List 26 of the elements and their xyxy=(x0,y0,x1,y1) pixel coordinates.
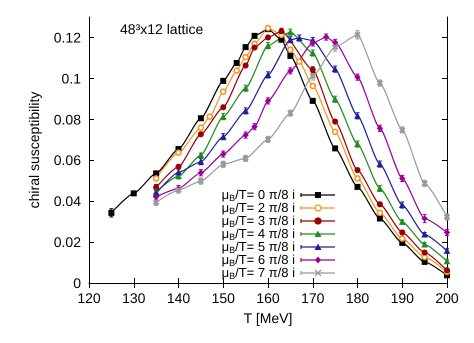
y-tick-label: 0.06 xyxy=(54,152,82,168)
x-tick-label: 120 xyxy=(77,290,101,306)
y-tick-label: 0.1 xyxy=(62,70,82,86)
y-axis-title: chiral susceptibility xyxy=(26,92,42,208)
x-axis-title: T [MeV] xyxy=(244,310,292,326)
legend-label: μ$_{B}$/T= 6 π/8 i xyxy=(222,252,295,268)
legend-label: μ$_{B}$/T= 2 π/8 i xyxy=(222,200,295,216)
y-tick-label: 0 xyxy=(73,275,82,291)
y-tick-label: 0.08 xyxy=(54,111,82,128)
x-tick-label: 200 xyxy=(435,290,459,306)
legend-label: μ$_{B}$/T= 3 π/8 i xyxy=(222,213,295,229)
x-tick-label: 130 xyxy=(122,290,146,306)
x-tick-label: 190 xyxy=(390,290,414,306)
y-tick-label: 0.02 xyxy=(54,234,82,250)
legend-label: μ$_{B}$/T= 5 π/8 i xyxy=(222,239,295,255)
x-tick-label: 140 xyxy=(166,290,190,306)
annotation: 48³x12 lattice xyxy=(120,21,204,37)
y-tick-label: 0.04 xyxy=(54,193,82,210)
x-tick-label: 150 xyxy=(212,290,236,306)
legend-label: μ$_{B}$/T= 7 π/8 i xyxy=(222,265,295,281)
x-tick-label: 170 xyxy=(301,290,325,306)
x-tick-label: 180 xyxy=(346,290,370,306)
legend-label: μ$_{B}$/T= 0 π/8 i xyxy=(222,187,295,203)
legend-label: μ$_{B}$/T= 4 π/8 i xyxy=(222,226,295,242)
y-tick-label: 0.12 xyxy=(54,29,82,46)
x-tick-label: 160 xyxy=(256,290,280,306)
